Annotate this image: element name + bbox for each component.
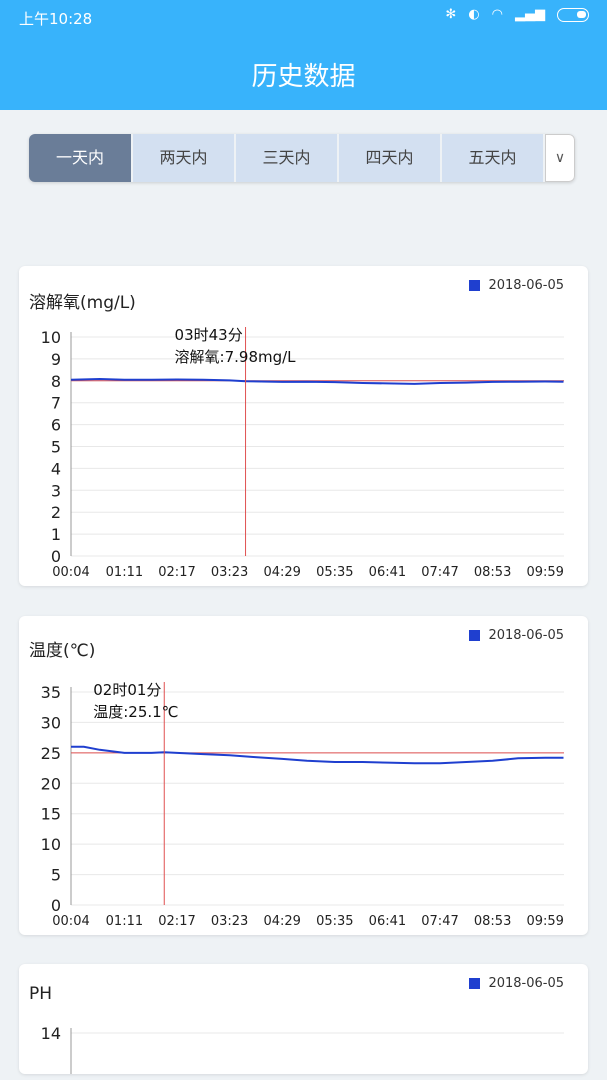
y-tick-label: 10 [41, 835, 61, 854]
legend-swatch [469, 630, 481, 641]
status-time: 上午10:28 [19, 10, 93, 28]
chart-card-temperature: 温度(℃) 2018-06-05 0 5 10 15 20 25 30 35 00:04 01:1… [19, 616, 588, 935]
chart-card-ph: PH 2018-06-05 1214 [19, 964, 588, 1074]
legend-label: 2018-06-05 [488, 976, 564, 991]
y-tick-label: 20 [41, 774, 61, 793]
chart-title: 溶解氧(mg/L) [29, 293, 136, 313]
x-tick-label: 03:23 [211, 565, 248, 580]
x-tick-label: 03:23 [211, 914, 248, 929]
x-tick-label: 02:17 [158, 914, 195, 929]
tab-three-days[interactable]: 三天内 [236, 134, 339, 182]
x-tick-label: 05:35 [316, 565, 353, 580]
x-tick-label: 00:04 [52, 914, 89, 929]
cursor-value-label: 溶解氧:7.98mg/L [175, 348, 297, 366]
y-tick-label: 9 [51, 350, 61, 369]
battery-icon [557, 7, 589, 22]
chart-svg: 0 5 10 15 20 25 30 35 00:04 01:11 02:17 03:23 04:29 0… [41, 681, 564, 929]
y-tick-label: 14 [41, 1024, 61, 1043]
y-tick-label: 5 [51, 438, 61, 457]
y-tick-label: 2 [51, 503, 61, 522]
x-tick-label: 00:04 [52, 565, 89, 580]
chart-card-dissolved-oxygen: 溶解氧(mg/L) 2018-06-05 0 1 2 3 4 5 6 7 8 9 10 00:04 01… [19, 266, 588, 586]
legend: 2018-06-05 [469, 976, 564, 991]
y-tick-label: 1 [51, 525, 61, 544]
y-tick-label: 6 [51, 416, 61, 435]
x-tick-label: 06:41 [369, 565, 406, 580]
cursor-value-label: 温度:25.1℃ [93, 703, 178, 721]
app-header: 上午10:28 ✻ ◐ ◠ ▂▄▆ 历史数据 [0, 0, 607, 110]
toggle-icon: ◐ [468, 7, 480, 22]
y-tick-label: 4 [51, 459, 61, 478]
wifi-icon: ◠ [491, 7, 503, 22]
legend-swatch [469, 280, 481, 291]
x-tick-label: 09:59 [526, 914, 563, 929]
y-tick-label: 0 [51, 547, 61, 566]
y-tick-label: 8 [51, 372, 61, 391]
y-tick-label: 10 [41, 328, 61, 347]
chart-title: 温度(℃) [29, 641, 96, 661]
legend-label: 2018-06-05 [488, 628, 564, 643]
tab-one-day[interactable]: 一天内 [29, 134, 133, 182]
legend: 2018-06-05 [469, 628, 564, 643]
x-tick-label: 04:29 [263, 565, 300, 580]
x-tick-label: 01:11 [106, 914, 143, 929]
x-tick-label: 07:47 [421, 914, 458, 929]
x-tick-label: 07:47 [421, 565, 458, 580]
legend-swatch [469, 978, 481, 989]
y-tick-label: 5 [51, 866, 61, 885]
chart-svg: 0 1 2 3 4 5 6 7 8 9 10 00:04 01:11 02:17 03:23 04:29 05:… [41, 326, 564, 580]
status-icons: ✻ ◐ ◠ ▂▄▆ [445, 7, 589, 22]
range-tabs: 一天内 两天内 三天内 四天内 五天内 ∨ [29, 134, 575, 182]
legend: 2018-06-05 [469, 278, 564, 293]
bluetooth-icon: ✻ [445, 7, 457, 22]
page-title: 历史数据 [251, 62, 356, 92]
tab-four-days[interactable]: 四天内 [339, 134, 442, 182]
x-tick-label: 04:29 [263, 914, 300, 929]
x-tick-label: 08:53 [474, 914, 511, 929]
series-line [71, 745, 564, 765]
signal-icon: ▂▄▆ [515, 7, 545, 22]
series-line [70, 377, 564, 385]
x-tick-label: 09:59 [526, 565, 563, 580]
x-tick-label: 08:53 [474, 565, 511, 580]
chart-title: PH [29, 984, 53, 1004]
tab-two-days[interactable]: 两天内 [133, 134, 236, 182]
y-tick-label: 30 [41, 713, 61, 732]
y-tick-label: 25 [41, 744, 61, 763]
cursor-time-label: 02时01分 [93, 681, 161, 699]
x-tick-label: 05:35 [316, 914, 353, 929]
y-tick-label: 3 [51, 481, 61, 500]
x-tick-label: 02:17 [158, 565, 195, 580]
chart-svg: 1214 [41, 1024, 564, 1074]
chevron-down-icon[interactable]: ∨ [545, 134, 575, 182]
x-tick-label: 06:41 [369, 914, 406, 929]
legend-label: 2018-06-05 [488, 278, 564, 293]
y-tick-label: 7 [51, 394, 61, 413]
x-tick-label: 01:11 [106, 565, 143, 580]
cursor-time-label: 03时43分 [175, 326, 243, 344]
y-tick-label: 0 [51, 896, 61, 915]
tab-five-days[interactable]: 五天内 [442, 134, 545, 182]
y-tick-label: 35 [41, 683, 61, 702]
y-tick-label: 15 [41, 805, 61, 824]
